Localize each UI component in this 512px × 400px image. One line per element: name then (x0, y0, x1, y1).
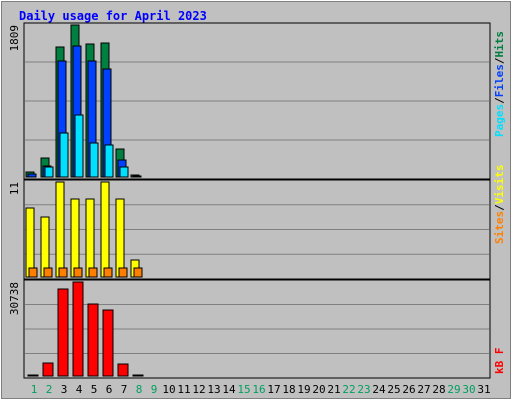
legend-entry: Pages (493, 104, 506, 137)
x-tick-label-day-6: 6 (106, 383, 113, 396)
panel-max-label-2: 30738 (8, 282, 21, 315)
x-tick-label-day-10: 10 (162, 383, 175, 396)
bar-sites-day-8 (133, 267, 143, 278)
bar-visits-day-1 (25, 207, 35, 278)
x-tick-label-day-2: 2 (46, 383, 53, 396)
x-tick-label-day-1: 1 (31, 383, 38, 396)
x-tick-label-day-29: 29 (447, 383, 460, 396)
bar-kbytes-day-3 (57, 288, 69, 377)
panel-max-label-1: 11 (8, 182, 21, 195)
bar-visits-day-6 (100, 181, 110, 278)
panel-legend-2: kB F (493, 348, 506, 375)
bar-visits-day-3 (55, 181, 65, 278)
panel-max-label-0: 1809 (8, 25, 21, 52)
bar-kbytes-day-5 (87, 303, 99, 377)
bar-files-day-8 (132, 175, 142, 178)
bar-kbytes-day-6 (102, 309, 114, 377)
chart-title: Daily usage for April 2023 (19, 9, 207, 23)
bar-kbytes-day-7 (117, 363, 129, 377)
x-tick-label-day-9: 9 (151, 383, 158, 396)
x-tick-label-day-3: 3 (61, 383, 68, 396)
x-tick-label-day-12: 12 (192, 383, 205, 396)
bar-pages-day-4 (74, 114, 84, 178)
bar-sites-day-5 (88, 267, 98, 278)
legend-entry: Hits (493, 31, 506, 58)
x-tick-label-day-20: 20 (312, 383, 325, 396)
bar-pages-day-2 (44, 166, 54, 178)
panel-legend-0: Pages/Files/Hits (493, 31, 506, 137)
x-tick-label-day-31: 31 (477, 383, 490, 396)
x-tick-label-day-21: 21 (327, 383, 340, 396)
x-tick-label-day-7: 7 (121, 383, 128, 396)
x-tick-label-day-19: 19 (297, 383, 310, 396)
legend-entry: / (493, 97, 506, 104)
bar-files-day-1 (27, 173, 37, 178)
panel-hits: 1809 (8, 22, 491, 180)
legend-entry: Visits (493, 165, 506, 205)
x-tick-label-day-30: 30 (462, 383, 475, 396)
bar-pages-day-6 (104, 144, 114, 178)
x-tick-label-day-13: 13 (207, 383, 220, 396)
bar-visits-day-5 (85, 198, 95, 278)
legend-entry: Files (493, 64, 506, 97)
bar-kbytes-day-1 (27, 374, 39, 377)
bar-sites-day-7 (118, 267, 128, 278)
bar-sites-day-4 (73, 267, 83, 278)
legend-entry: / (493, 204, 506, 211)
x-tick-label-day-5: 5 (91, 383, 98, 396)
bar-pages-day-3 (59, 132, 69, 178)
bar-sites-day-3 (58, 267, 68, 278)
x-tick-label-day-28: 28 (432, 383, 445, 396)
bar-pages-day-5 (89, 142, 99, 178)
x-axis-tick-labels: 1 2 3 4 5 6 7 8 9 10 11 12 13 14 15 16 17 18 19 20 21 22 23 24 2… (31, 383, 491, 396)
x-tick-label-day-16: 16 (252, 383, 265, 396)
bar-visits-day-4 (70, 198, 80, 278)
x-tick-label-day-17: 17 (267, 383, 280, 396)
bar-pages-day-7 (119, 166, 129, 178)
legend-entry: Sites (493, 211, 506, 244)
bar-sites-day-1 (28, 267, 38, 278)
x-tick-label-day-22: 22 (342, 383, 355, 396)
x-tick-label-day-11: 11 (177, 383, 190, 396)
chart-panels: 18091130738Pages/Files/HitsSites/Visitsk… (8, 22, 506, 379)
bar-kbytes-day-2 (42, 362, 54, 377)
bar-sites-day-2 (43, 267, 53, 278)
bar-kbytes-day-4 (72, 281, 84, 377)
x-tick-label-day-23: 23 (357, 383, 370, 396)
x-tick-label-day-25: 25 (387, 383, 400, 396)
bar-kbytes-day-8 (132, 374, 144, 377)
x-tick-label-day-4: 4 (76, 383, 83, 396)
x-tick-label-day-18: 18 (282, 383, 295, 396)
panel-visits: 11 (8, 179, 491, 280)
x-tick-label-day-14: 14 (222, 383, 236, 396)
x-tick-label-day-15: 15 (237, 383, 250, 396)
x-tick-label-day-27: 27 (417, 383, 430, 396)
x-tick-label-day-26: 26 (402, 383, 415, 396)
panel-legend-1: Sites/Visits (493, 165, 506, 245)
panel-kbytes: 30738 (8, 279, 491, 379)
x-tick-label-day-24: 24 (372, 383, 386, 396)
legend-entry: / (493, 57, 506, 64)
x-tick-label-day-8: 8 (136, 383, 143, 396)
bar-visits-day-7 (115, 198, 125, 278)
legend-entry: kB F (493, 348, 506, 375)
bar-sites-day-6 (103, 267, 113, 278)
